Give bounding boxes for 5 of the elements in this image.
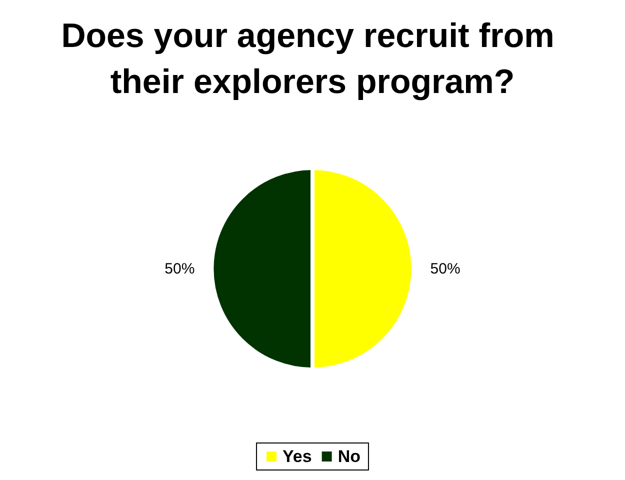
data-label: 50% bbox=[164, 260, 195, 278]
legend-label: No bbox=[338, 447, 360, 466]
chart-title: Does your agency recruit from their explorers program? bbox=[61, 17, 564, 101]
legend-label: Yes bbox=[282, 447, 312, 466]
data-label: 50% bbox=[430, 260, 460, 278]
